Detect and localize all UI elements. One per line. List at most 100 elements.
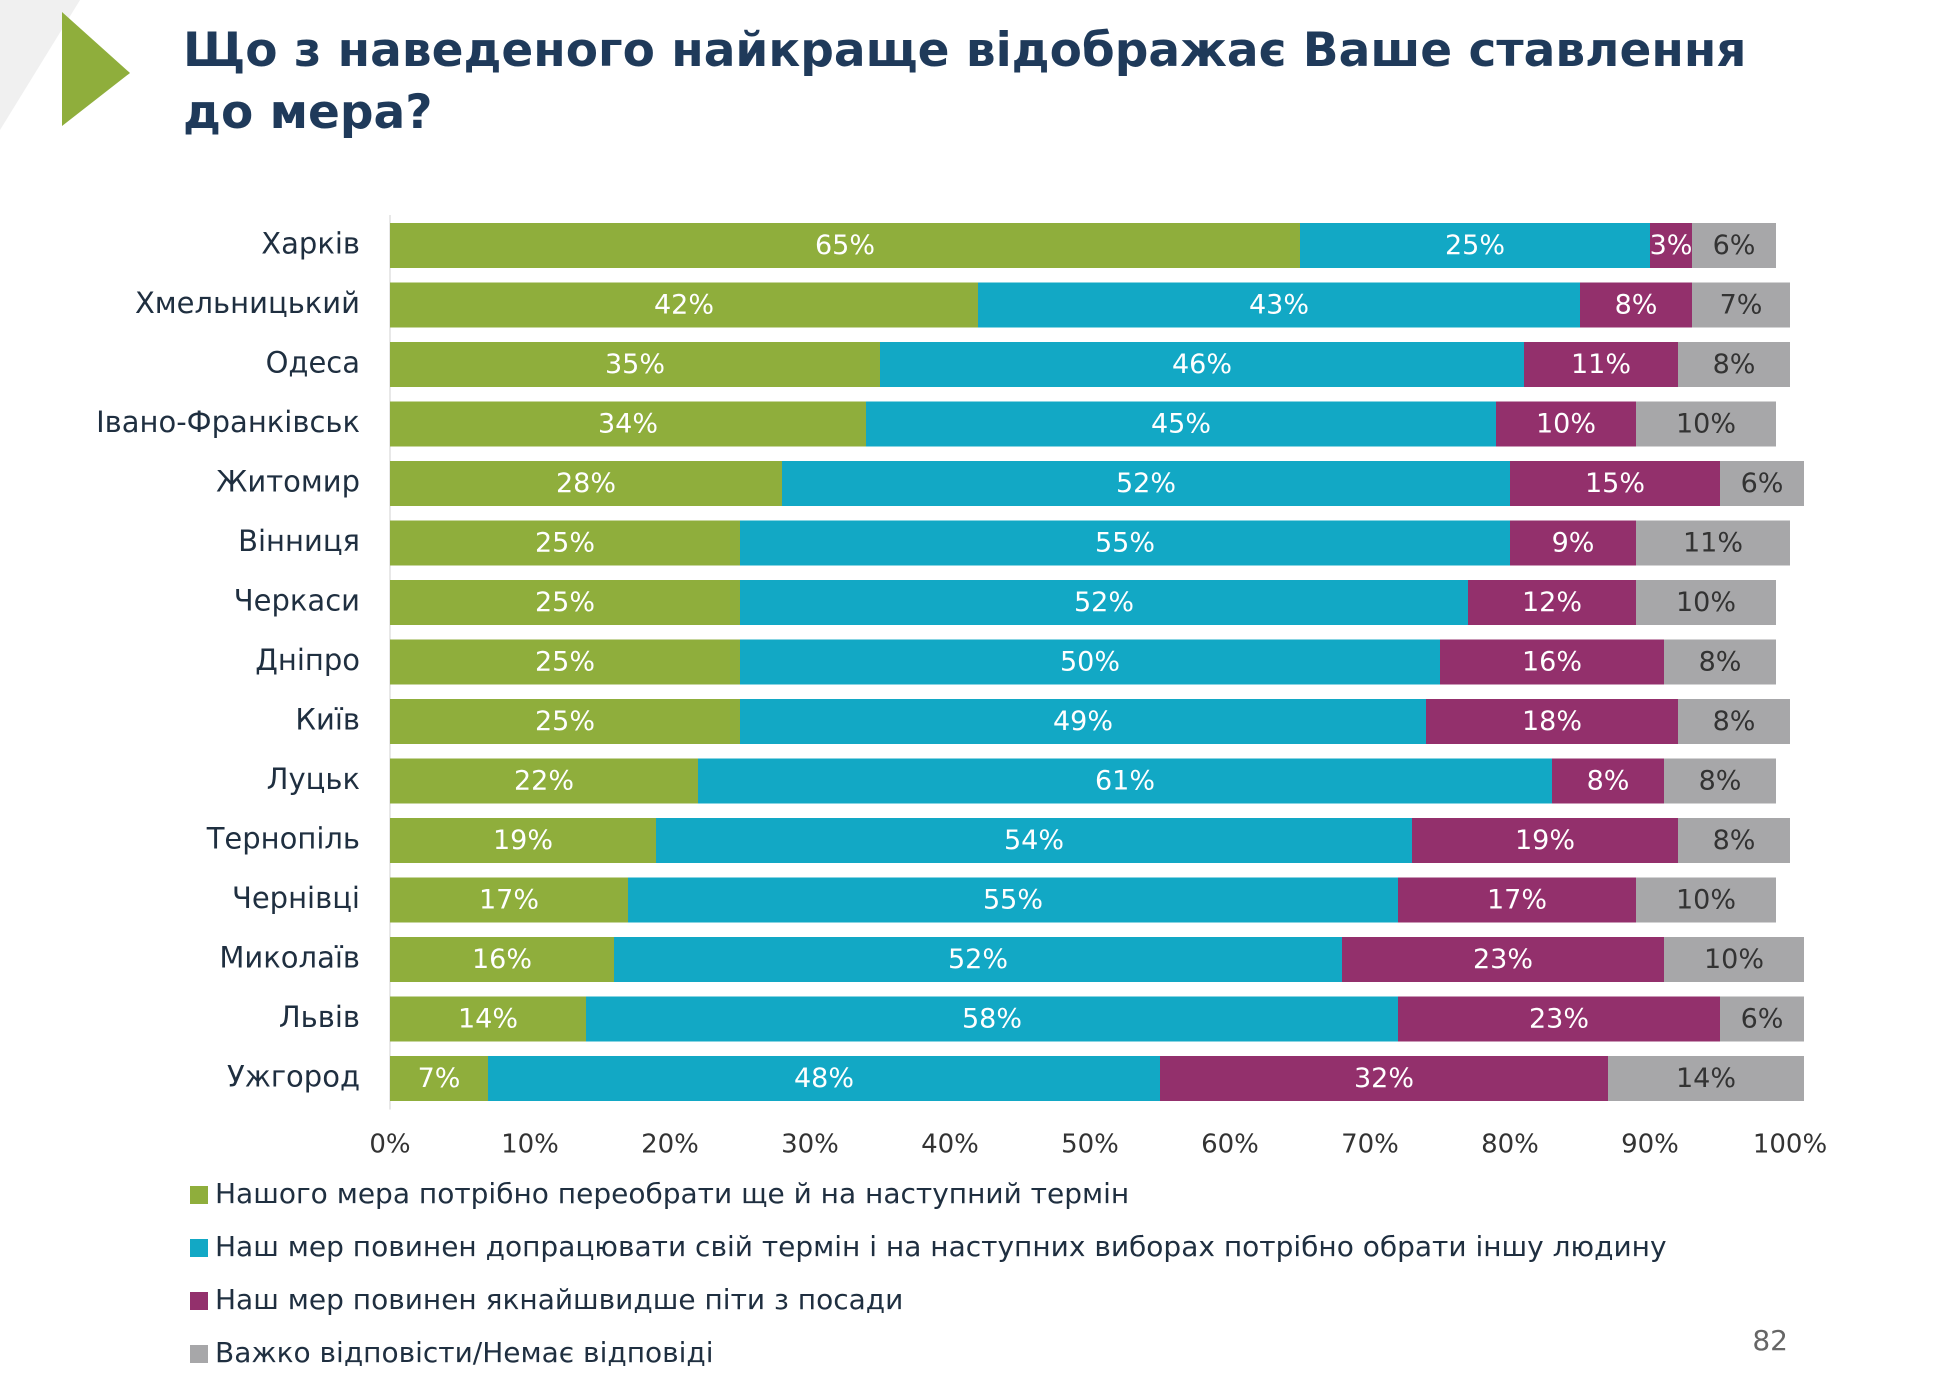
bar-segment [1510,520,1636,566]
bar-segment [1636,580,1776,625]
data-label: 10% [1676,587,1736,618]
bar-segment [656,818,1412,863]
bar-segment [1510,461,1720,506]
data-label: 55% [1095,528,1155,559]
bar-segment [1720,461,1804,506]
data-label: 16% [1522,647,1582,678]
bar-segment [390,580,740,625]
y-tick-label: Миколаїв [219,941,360,975]
bar-segment [390,223,1300,268]
x-tick-label: 10% [501,1130,559,1160]
bar-segment [1412,818,1678,863]
data-label: 11% [1683,528,1743,559]
bar-segment [390,282,978,328]
data-label: 3% [1650,230,1693,261]
data-label: 8% [1699,647,1742,678]
bar-segment [390,699,740,744]
data-label: 28% [556,468,616,499]
data-label: 9% [1552,528,1595,559]
data-label: 6% [1713,230,1756,261]
x-tick-label: 0% [369,1130,410,1160]
legend-label: Важко відповісти/Немає відповіді [215,1336,714,1369]
y-tick-label: Тернопіль [206,822,360,856]
data-label: 25% [535,647,595,678]
bar-segment [740,580,1468,625]
data-label: 6% [1741,1004,1784,1035]
bar-segment [1636,520,1790,566]
bar-segment [628,877,1398,923]
bar-segment [390,758,698,804]
x-tick-label: 80% [1481,1130,1539,1160]
data-label: 46% [1172,349,1232,380]
legend-swatch [190,1345,208,1363]
data-label: 8% [1713,706,1756,737]
y-tick-label: Черкаси [234,584,360,618]
bar-segment [978,282,1580,328]
bar-segment [586,996,1398,1042]
data-label: 8% [1713,825,1756,856]
bar-segment [614,937,1342,982]
chart-title: Що з наведеного найкраще відображає Ваше… [183,23,1747,140]
bar-segment [1608,1056,1804,1101]
bar-segment [1636,877,1776,923]
bar-segment [390,461,782,506]
legend-label: Нашого мера потрібно переобрати ще й на … [215,1177,1129,1210]
bar-segment [1678,699,1790,744]
data-label: 45% [1151,409,1211,440]
bar-segment [1160,1056,1608,1101]
bar-segment [1300,223,1650,268]
bar-segment [390,639,740,685]
bar-segment [1636,401,1776,447]
legend-label: Наш мер повинен якнайшвидше піти з посад… [215,1283,903,1316]
data-label: 25% [535,587,595,618]
legend-swatch [190,1292,208,1310]
y-tick-label: Львів [279,1000,360,1034]
bar-segment [1398,996,1720,1042]
data-label: 7% [418,1063,461,1094]
data-label: 10% [1676,885,1736,916]
y-tick-label: Хмельницький [135,286,360,320]
data-label: 50% [1060,647,1120,678]
data-label: 6% [1741,468,1784,499]
data-label: 19% [1515,825,1575,856]
bar-segment [782,461,1510,506]
bar-segment [1692,223,1776,268]
x-tick-label: 60% [1201,1130,1259,1160]
data-label: 23% [1473,944,1533,975]
data-label: 54% [1004,825,1064,856]
bar-segment [390,877,628,923]
data-label: 8% [1699,766,1742,797]
title-arrow [62,12,130,126]
data-label: 14% [1676,1063,1736,1094]
legend-swatch [190,1186,208,1204]
bar-segment [1580,282,1692,328]
y-tick-label: Ужгород [227,1060,360,1094]
bar-segment [1342,937,1664,982]
bar-segment [1692,282,1790,328]
data-label: 43% [1249,290,1309,321]
bar-segment [740,699,1426,744]
bar-segment [1524,342,1678,387]
data-label: 17% [1487,885,1547,916]
y-tick-label: Одеса [266,346,360,380]
data-label: 23% [1529,1004,1589,1035]
bar-segment [390,520,740,566]
data-label: 8% [1615,290,1658,321]
data-label: 18% [1522,706,1582,737]
data-label: 22% [514,766,574,797]
bar-segment [698,758,1552,804]
x-tick-label: 30% [781,1130,839,1160]
data-label: 32% [1354,1063,1414,1094]
bar-segment [866,401,1496,447]
data-label: 58% [962,1004,1022,1035]
bar-segment [390,342,880,387]
bar-segment [1496,401,1636,447]
x-tick-label: 70% [1341,1130,1399,1160]
bar-segment [390,996,586,1042]
bar-segment [1650,223,1692,268]
bar-segment [390,401,866,447]
data-label: 10% [1536,409,1596,440]
data-label: 48% [794,1063,854,1094]
